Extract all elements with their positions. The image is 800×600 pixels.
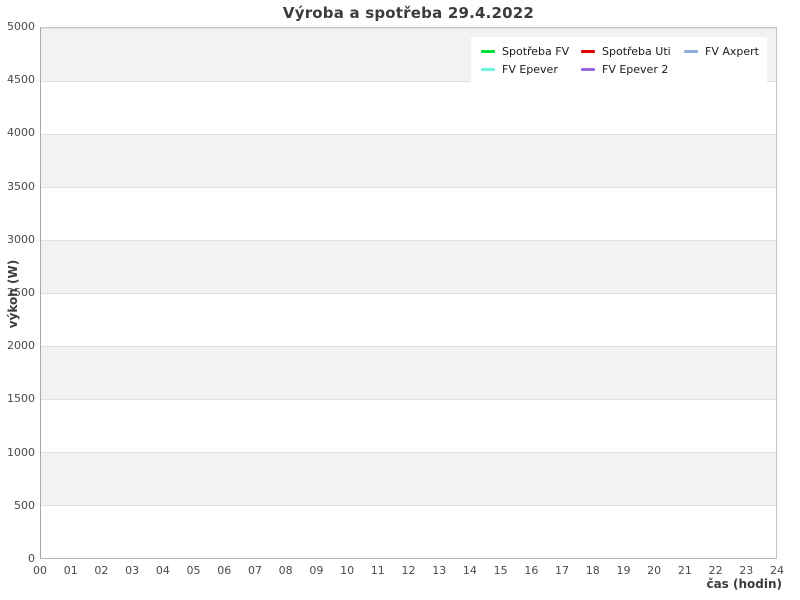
- x-tick-label: 24: [770, 564, 784, 577]
- x-tick-label: 18: [585, 564, 600, 577]
- legend-item: Spotřeba FV: [481, 45, 581, 58]
- x-tick-label: 05: [186, 564, 201, 577]
- x-axis-label: čas (hodin): [706, 577, 782, 591]
- x-tick-label: 02: [94, 564, 109, 577]
- legend-item-label: FV Epever: [502, 62, 558, 76]
- y-tick-label: 4500: [7, 73, 35, 87]
- x-tick-label: 01: [63, 564, 78, 577]
- plot-area: Spotřeba FV Spotřeba Uti FV Axpert FV Epeve…: [40, 27, 777, 559]
- legend-line-icon: [581, 67, 595, 71]
- x-tick-label: 20: [647, 564, 662, 577]
- y-tick-label: 3000: [7, 232, 35, 246]
- x-tick-label: 14: [462, 564, 477, 577]
- x-tick-label: 15: [493, 564, 508, 577]
- legend-item: FV Axpert: [684, 45, 761, 58]
- x-tick-label: 09: [309, 564, 324, 577]
- y-tick-label: 1000: [7, 445, 35, 459]
- x-tick-label: 00: [33, 564, 47, 577]
- y-tick-label: 2500: [7, 286, 35, 299]
- y-tick-label: 500: [14, 498, 35, 512]
- legend-item-label: Spotřeba FV: [502, 44, 570, 58]
- x-tick-label: 08: [278, 564, 293, 577]
- x-tick-label: 04: [155, 564, 170, 577]
- legend-item-label: FV Epever 2: [602, 62, 669, 76]
- x-tick-label: 17: [555, 564, 570, 577]
- x-tick-label: 11: [370, 564, 385, 577]
- x-tick-label: 03: [125, 564, 140, 577]
- legend-line-icon: [481, 67, 495, 71]
- chart-title: Výroba a spotřeba 29.4.2022: [282, 4, 535, 22]
- x-tick-label: 10: [340, 564, 355, 577]
- x-tick-label: 16: [524, 564, 539, 577]
- x-tick-label: 23: [739, 564, 754, 577]
- legend: Spotřeba FV Spotřeba Uti FV Axpert FV Epeve…: [471, 37, 767, 83]
- legend-item-label: FV Axpert: [705, 44, 759, 58]
- x-tick-label: 07: [247, 564, 262, 577]
- legend-line-icon: [581, 49, 595, 53]
- legend-item-label: Spotřeba Uti: [602, 44, 671, 58]
- legend-item: Spotřeba Uti: [581, 45, 684, 58]
- y-tick-label: 2000: [7, 339, 35, 353]
- x-tick-label: 21: [677, 564, 692, 577]
- legend-line-icon: [684, 49, 698, 53]
- y-tick-label: 1500: [7, 392, 35, 406]
- x-tick-label: 06: [217, 564, 232, 577]
- legend-item: FV Epever 2: [581, 63, 684, 76]
- y-tick-label: 3500: [7, 179, 35, 193]
- x-tick-label: 12: [401, 564, 416, 577]
- x-tick-label: 22: [708, 564, 723, 577]
- y-tick-label: 5000: [7, 20, 35, 33]
- legend-item: FV Epever: [481, 63, 581, 76]
- x-tick-label: 19: [616, 564, 631, 577]
- x-tick-label: 13: [432, 564, 447, 577]
- legend-line-icon: [481, 49, 495, 53]
- y-tick-label: 4000: [7, 126, 35, 140]
- y-tick-label: 0: [28, 552, 35, 565]
